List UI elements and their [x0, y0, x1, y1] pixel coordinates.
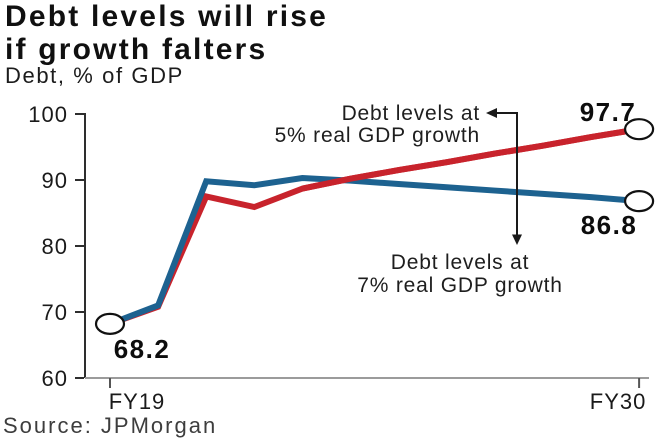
blue-end-value-label: 86.8 [581, 210, 638, 240]
left-arrowhead-icon [486, 108, 497, 118]
line-5pct-growth-overlay [301, 126, 640, 192]
chart-title: Debt levels will rise if growth falters [5, 0, 328, 66]
label-7pct-growth-line2: 7% real GDP growth [357, 274, 562, 297]
x-tick-label: FY30 [590, 389, 647, 414]
red-end-point-marker [623, 118, 655, 141]
source-credit: Source: JPMorgan [3, 413, 218, 438]
line-7pct-growth [108, 175, 640, 327]
y-tick-label: 80 [42, 234, 68, 259]
chart-title-line-1: Debt levels will rise [5, 0, 328, 33]
label-5pct-growth-line2: 5% real GDP growth [275, 124, 480, 147]
red-end-value-label: 97.7 [580, 97, 637, 127]
down-arrowhead-icon [512, 234, 522, 245]
x-tick-label: FY19 [109, 389, 166, 414]
label-7pct-growth-line1: Debt levels at [391, 251, 529, 274]
start-value-label: 68.2 [114, 334, 171, 364]
point-markers [94, 118, 655, 335]
axes: 100 90 80 70 60 FY19 FY30 [28, 102, 649, 414]
y-tick-label: 70 [42, 300, 68, 325]
annotation-arrows [486, 108, 522, 245]
chart-title-line-2: if growth falters [5, 33, 268, 66]
y-axis-ticks: 100 90 80 70 60 [28, 102, 84, 391]
y-tick-label: 60 [42, 366, 68, 391]
chart-labels: Debt levels at 5% real GDP growth Debt l… [114, 97, 638, 364]
label-5pct-growth-line1: Debt levels at [342, 102, 480, 125]
chart-subtitle: Debt, % of GDP [5, 63, 184, 88]
y-tick-label: 90 [42, 168, 68, 193]
series-lines [108, 126, 640, 327]
y-tick-label: 100 [28, 102, 68, 127]
x-axis-ticks: FY19 FY30 [109, 378, 647, 414]
start-point-marker [94, 312, 126, 335]
blue-end-point-marker [623, 190, 655, 213]
